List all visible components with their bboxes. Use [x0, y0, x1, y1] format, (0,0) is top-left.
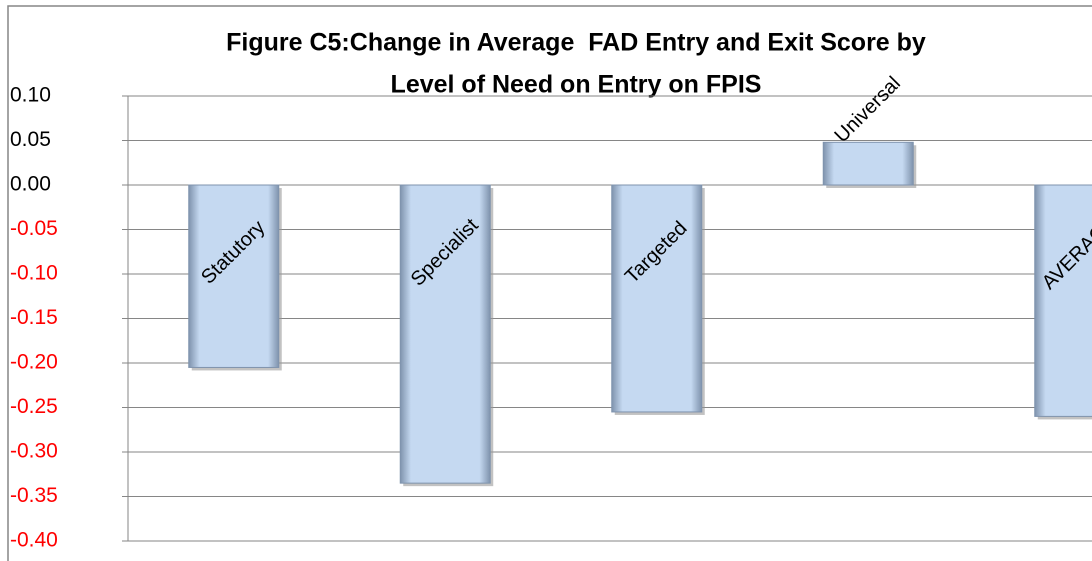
y-tick-label: 0.05: [10, 128, 51, 151]
y-tick-label: 0.10: [10, 84, 51, 107]
bar: [399, 184, 491, 484]
y-tick-label: -0.15: [10, 306, 58, 329]
bar: [188, 184, 280, 368]
y-tick-label: -0.30: [10, 440, 58, 463]
y-tick-label: -0.10: [10, 262, 58, 285]
chart-title: Level of Need on Entry on FPIS: [391, 71, 762, 99]
bar: [822, 141, 914, 186]
chart-title: Figure C5:Change in Average FAD Entry an…: [226, 29, 926, 57]
y-tick-label: -0.40: [10, 529, 58, 552]
y-tick-label: 0.00: [10, 173, 51, 196]
bar: [611, 184, 703, 413]
y-tick-label: -0.20: [10, 351, 58, 374]
y-tick-label: -0.05: [10, 217, 58, 240]
y-tick-label: -0.25: [10, 395, 58, 418]
y-tick-label: -0.35: [10, 484, 58, 507]
bar: [1034, 184, 1092, 417]
